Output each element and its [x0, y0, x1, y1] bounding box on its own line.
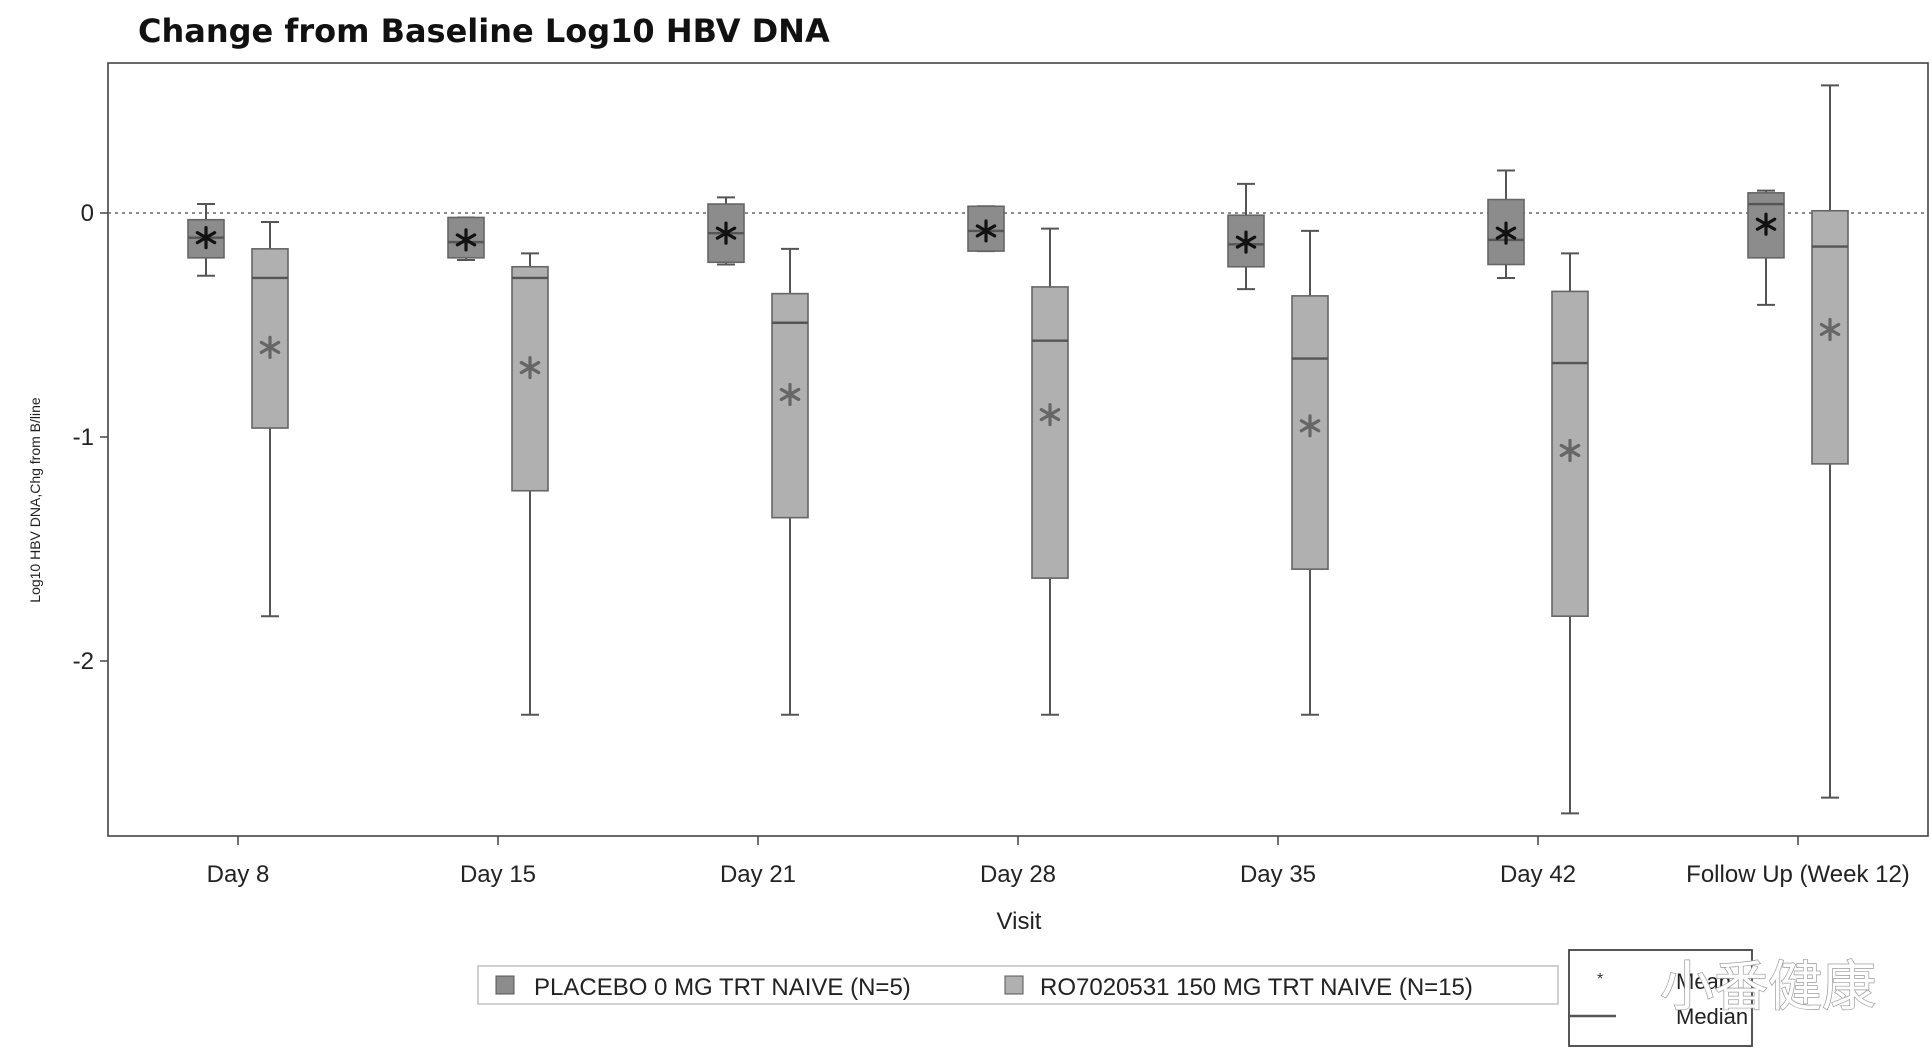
mean-marker	[1039, 403, 1061, 427]
y-axis: 0 -1 -2	[73, 200, 108, 675]
mean-marker-stroke	[1495, 226, 1517, 240]
mean-marker	[1299, 414, 1321, 438]
mean-marker-stroke	[519, 360, 541, 375]
stats-legend-median: Median	[1676, 1004, 1748, 1029]
box-ro7020531-6	[1551, 252, 1589, 815]
box-plots	[187, 84, 1849, 815]
x-tick-label: Follow Up (Week 12)	[1686, 861, 1910, 888]
legend-swatch-placebo	[495, 975, 515, 995]
mean-marker-stroke	[1559, 443, 1581, 458]
box-ro7020531-4	[1031, 227, 1069, 716]
mean-marker	[1755, 212, 1777, 236]
box-placebo-4	[967, 205, 1005, 253]
mean-marker	[195, 226, 217, 250]
x-tick-label: Day 15	[460, 861, 536, 888]
mean-marker-stroke	[1299, 419, 1321, 433]
mean-marker-stroke	[1039, 408, 1061, 422]
box-placebo-7	[1747, 189, 1785, 306]
legend-swatch-ro7020531	[1004, 975, 1024, 995]
mean-marker-stroke	[1235, 235, 1257, 249]
legend-label-placebo: PLACEBO 0 MG TRT NAIVE (N=5)	[534, 974, 911, 1001]
y-tick-label: -2	[73, 648, 94, 675]
box-ro7020531-7	[1811, 84, 1849, 799]
box-placebo-5	[1227, 182, 1265, 291]
x-tick-label: Day 28	[980, 861, 1056, 888]
box-ro7020531-1	[251, 220, 289, 618]
box-ro7020531-2	[511, 252, 549, 716]
chart-title: Change from Baseline Log10 HBV DNA	[138, 12, 830, 50]
legend: PLACEBO 0 MG TRT NAIVE (N=5) RO7020531 1…	[477, 965, 1559, 1005]
x-tick-label: Day 35	[1240, 861, 1316, 888]
x-tick-label: Day 21	[720, 861, 796, 888]
mean-marker	[455, 228, 477, 252]
stats-legend: * Mean Median	[1568, 949, 1753, 1047]
mean-marker-stroke	[455, 233, 477, 247]
mean-marker	[779, 382, 801, 407]
stats-legend-mean: Mean	[1676, 969, 1731, 994]
mean-marker	[519, 355, 541, 380]
box-placebo-6	[1487, 169, 1525, 279]
mean-marker	[1559, 438, 1581, 463]
iqr-box	[1031, 286, 1069, 579]
mean-marker-stroke	[259, 340, 281, 354]
y-tick-label: -1	[73, 424, 94, 451]
mean-marker-stroke	[779, 387, 801, 402]
box-placebo-2	[447, 216, 485, 262]
mean-marker	[1819, 317, 1841, 342]
box-ro7020531-5	[1291, 229, 1329, 716]
mean-marker-stroke	[195, 231, 217, 245]
x-tick-label: Day 42	[1500, 861, 1576, 888]
x-axis-label: Visit	[997, 908, 1042, 935]
watermark: 小番健康	[1660, 955, 1876, 1018]
mean-marker-icon: *	[1597, 971, 1603, 988]
mean-marker-stroke	[715, 226, 737, 240]
x-tick-label: Day 8	[207, 861, 270, 888]
box-placebo-1	[187, 203, 225, 277]
iqr-box	[1227, 214, 1265, 268]
stats-legend-box	[1568, 949, 1753, 1047]
box-placebo-3	[707, 196, 745, 266]
mean-marker	[975, 219, 997, 243]
iqr-box	[1551, 290, 1589, 617]
legend-label-ro7020531: RO7020531 150 MG TRT NAIVE (N=15)	[1040, 974, 1473, 1001]
mean-marker-stroke	[1819, 322, 1841, 337]
y-tick-label: 0	[81, 200, 94, 227]
mean-marker	[1235, 230, 1257, 254]
mean-marker-stroke	[1755, 217, 1777, 231]
y-axis-label: Log10 HBV DNA,Chg from B/line	[27, 397, 43, 603]
mean-marker	[259, 335, 281, 359]
mean-marker	[715, 221, 737, 245]
mean-marker-stroke	[975, 224, 997, 238]
x-axis: Day 8 Day 15 Day 21 Day 28 Day 35 Day 42 Follo…	[207, 836, 1910, 888]
box-ro7020531-3	[771, 247, 809, 716]
mean-marker	[1495, 221, 1517, 245]
plot-frame	[107, 62, 1929, 837]
